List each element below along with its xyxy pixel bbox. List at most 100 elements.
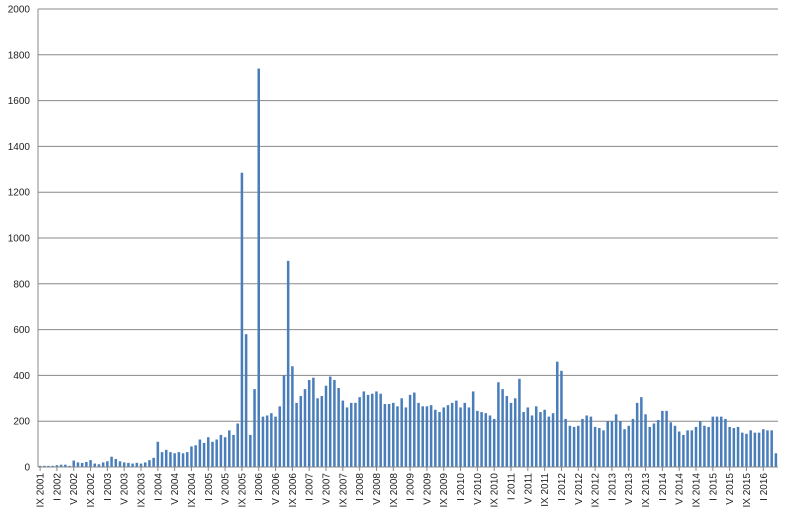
bar <box>774 453 778 467</box>
bar <box>392 402 395 467</box>
bar <box>547 416 551 467</box>
bar <box>232 434 235 467</box>
x-tick-label: I 2007 <box>305 473 316 501</box>
x-tick-label: V 2002 <box>69 473 80 505</box>
bar <box>173 453 176 467</box>
x-tick-label: I 2012 <box>557 473 568 501</box>
y-tick-label: 800 <box>13 279 30 290</box>
x-tick-label: V 2008 <box>372 473 383 505</box>
bar <box>656 420 660 467</box>
bar <box>76 462 80 467</box>
bar <box>513 398 517 467</box>
bar <box>631 418 635 467</box>
bar <box>736 426 740 467</box>
x-tick-label: I 2014 <box>658 473 669 501</box>
bar <box>72 460 75 467</box>
bar <box>715 416 719 467</box>
bar <box>698 421 702 467</box>
x-tick-label: IX 2015 <box>742 473 753 508</box>
bar <box>488 415 492 467</box>
bar <box>745 433 748 467</box>
x-tick-label: I 2010 <box>456 473 467 501</box>
bar <box>362 391 366 467</box>
bar <box>753 432 757 467</box>
x-tick-label: V 2009 <box>422 473 433 505</box>
bar <box>219 434 223 467</box>
x-tick-label: IX 2012 <box>591 473 602 508</box>
bar <box>505 396 509 467</box>
bar <box>463 402 467 467</box>
bar <box>476 410 479 467</box>
bar <box>143 462 147 467</box>
bar <box>480 412 483 467</box>
bar <box>240 172 244 468</box>
bar <box>673 425 677 467</box>
x-tick-label: I 2009 <box>406 473 417 501</box>
y-tick-label: 0 <box>24 463 30 474</box>
bar <box>38 465 42 467</box>
x-tick-label: I 2004 <box>153 473 164 501</box>
bar <box>530 415 534 467</box>
bar <box>459 407 462 467</box>
bar <box>316 398 319 467</box>
bar <box>366 394 370 467</box>
bar <box>568 425 572 467</box>
bar <box>602 430 605 467</box>
bar <box>484 413 488 467</box>
bar <box>249 434 252 467</box>
bar <box>757 432 761 467</box>
bar <box>665 410 668 467</box>
y-tick-label: 2000 <box>8 5 31 16</box>
bar <box>307 379 311 467</box>
y-tick-label: 1000 <box>8 234 31 245</box>
bar <box>312 377 315 467</box>
bar <box>661 410 664 467</box>
bar <box>560 370 563 467</box>
bar <box>148 460 151 467</box>
bar <box>417 402 420 467</box>
bar <box>274 416 277 467</box>
x-tick-label: IX 2001 <box>36 473 47 508</box>
bar <box>623 429 626 467</box>
bar <box>728 426 731 467</box>
bar <box>47 465 50 467</box>
bar <box>85 461 88 467</box>
bar <box>169 452 172 467</box>
bar <box>640 397 643 467</box>
x-tick-label: IX 2004 <box>187 473 198 508</box>
x-tick-label: IX 2006 <box>288 473 299 508</box>
bar <box>492 418 496 467</box>
bar <box>589 416 593 467</box>
x-tick-label: I 2006 <box>254 473 265 501</box>
bar <box>690 430 694 467</box>
bar <box>211 441 214 467</box>
bar <box>282 375 286 467</box>
bar <box>122 462 126 467</box>
y-tick-label: 1800 <box>8 50 31 61</box>
bar <box>383 404 387 467</box>
bar <box>181 453 185 467</box>
x-tick-label: IX 2010 <box>490 473 501 508</box>
x-tick-label: I 2003 <box>103 473 114 501</box>
y-tick-label: 1600 <box>8 96 31 107</box>
bar <box>164 449 168 467</box>
bar <box>261 416 265 467</box>
x-tick-label: V 2012 <box>574 473 585 505</box>
bar <box>244 334 248 467</box>
bar <box>572 426 576 467</box>
y-tick-label: 1200 <box>8 188 31 199</box>
bar <box>110 456 113 467</box>
bar <box>43 465 46 467</box>
bar <box>190 446 193 467</box>
x-tick-label: I 2008 <box>355 473 366 501</box>
x-tick-label: I 2005 <box>204 473 215 501</box>
x-tick-label: IX 2007 <box>338 473 349 508</box>
x-tick-label: IX 2002 <box>86 473 97 508</box>
bar <box>762 429 765 467</box>
bar <box>198 439 202 467</box>
x-tick-label: V 2013 <box>624 473 635 505</box>
bar <box>686 430 689 467</box>
bar <box>295 402 298 467</box>
bar <box>291 366 294 467</box>
